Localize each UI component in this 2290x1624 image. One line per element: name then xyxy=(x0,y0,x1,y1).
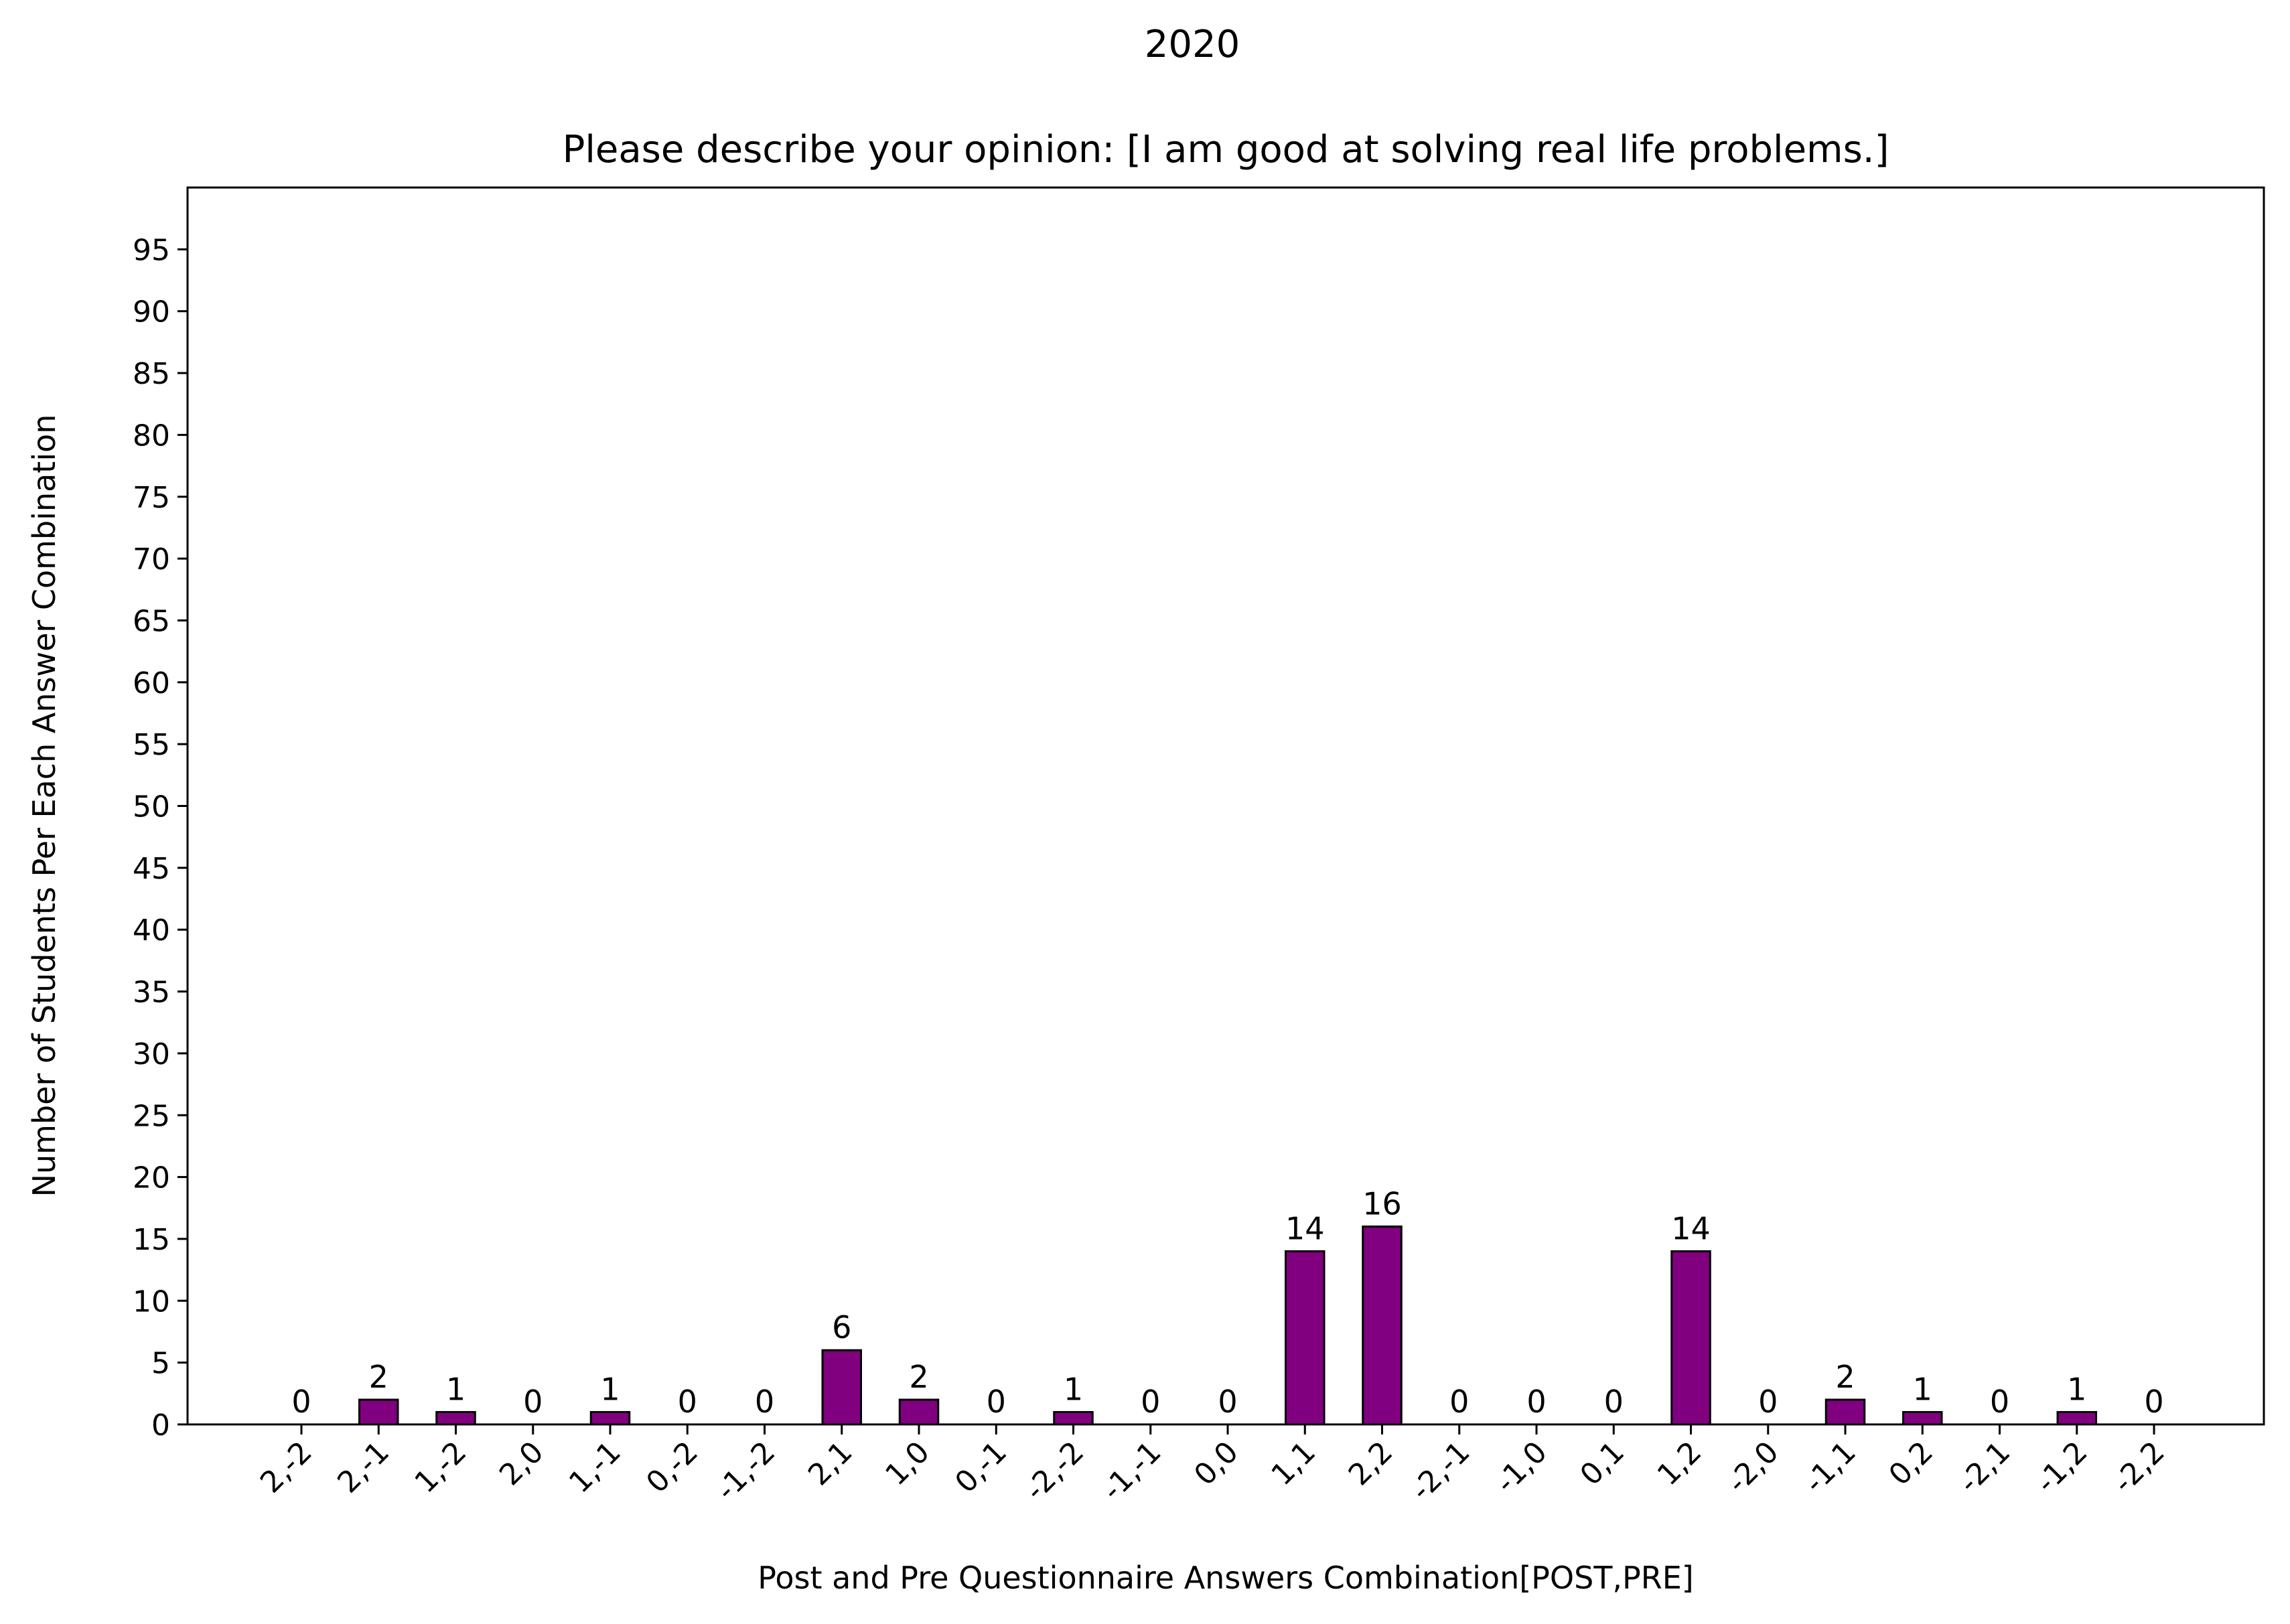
bar-value-label: 2 xyxy=(909,1359,928,1395)
bar-value-label: 2 xyxy=(1835,1359,1855,1395)
bar-value-label: 1 xyxy=(1913,1372,1932,1408)
bar xyxy=(1902,1411,1943,1426)
bar xyxy=(358,1398,399,1426)
bar xyxy=(1670,1250,1711,1426)
bar-value-label: 0 xyxy=(755,1384,774,1420)
y-tick-label: 5 xyxy=(151,1347,170,1381)
y-tick-label: 55 xyxy=(133,728,170,762)
y-tick-label: 35 xyxy=(133,976,170,1010)
y-axis-label: Number of Students Per Each Answer Combi… xyxy=(26,415,62,1197)
bar xyxy=(1362,1225,1403,1426)
bar-value-label: 1 xyxy=(446,1372,466,1408)
bar-value-label: 0 xyxy=(1141,1384,1160,1420)
axes-frame xyxy=(186,186,2265,1426)
chart-suptitle: 2020 xyxy=(1145,23,1240,66)
y-tick-label: 45 xyxy=(133,852,170,886)
y-tick-label: 20 xyxy=(133,1161,170,1195)
y-tick-label: 10 xyxy=(133,1284,170,1319)
bar-value-label: 0 xyxy=(1604,1384,1624,1420)
y-tick-label: 25 xyxy=(133,1099,170,1133)
bar-value-label: 14 xyxy=(1285,1210,1325,1246)
bar-value-label: 0 xyxy=(678,1384,697,1420)
bar-value-label: 1 xyxy=(600,1372,620,1408)
y-tick-label: 30 xyxy=(133,1037,170,1072)
bar-value-label: 2 xyxy=(369,1359,388,1395)
bar-value-label: 0 xyxy=(2144,1384,2163,1420)
bar xyxy=(2056,1411,2097,1426)
y-tick-label: 50 xyxy=(133,790,170,824)
bar xyxy=(1824,1398,1866,1426)
bar-value-label: 0 xyxy=(291,1384,311,1420)
bar xyxy=(898,1398,940,1426)
bar-value-label: 0 xyxy=(1526,1384,1546,1420)
y-tick-label: 15 xyxy=(133,1223,170,1257)
bar xyxy=(1285,1250,1326,1426)
bar-value-label: 0 xyxy=(1449,1384,1469,1420)
bar xyxy=(589,1411,631,1426)
chart-title: Please describe your opinion: [I am good… xyxy=(563,128,1889,171)
y-tick-label: 75 xyxy=(133,481,170,515)
bar-value-label: 0 xyxy=(1218,1384,1237,1420)
bar-value-label: 0 xyxy=(523,1384,543,1420)
bar-value-label: 1 xyxy=(1064,1372,1083,1408)
x-axis-label: Post and Pre Questionnaire Answers Combi… xyxy=(758,1560,1694,1596)
bar-value-label: 14 xyxy=(1671,1210,1711,1246)
y-tick-label: 80 xyxy=(133,419,170,453)
y-tick-label: 40 xyxy=(133,913,170,948)
y-tick-label: 60 xyxy=(133,666,170,700)
y-tick-label: 90 xyxy=(133,295,170,329)
bar xyxy=(435,1411,476,1426)
y-tick-label: 85 xyxy=(133,357,170,391)
bar-value-label: 16 xyxy=(1362,1185,1402,1222)
bar-value-label: 0 xyxy=(987,1384,1006,1420)
bar-value-label: 0 xyxy=(1990,1384,2009,1420)
bar-value-label: 0 xyxy=(1758,1384,1778,1420)
y-tick-label: 0 xyxy=(151,1408,170,1443)
bar xyxy=(821,1349,862,1426)
y-tick-label: 65 xyxy=(133,604,170,638)
bar xyxy=(1053,1411,1094,1426)
y-tick-label: 70 xyxy=(133,542,170,577)
bar-value-label: 1 xyxy=(2067,1372,2086,1408)
bar-value-label: 6 xyxy=(832,1309,851,1345)
y-tick-label: 95 xyxy=(133,233,170,267)
